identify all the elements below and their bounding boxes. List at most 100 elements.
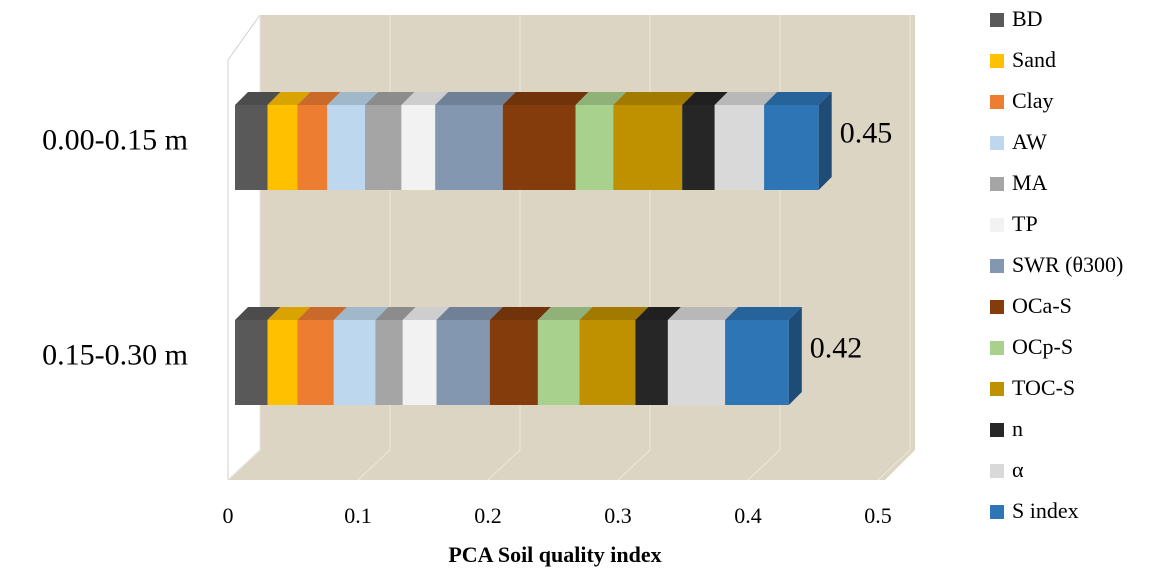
bar-top xyxy=(435,92,516,105)
bar-top xyxy=(375,307,416,320)
data-label: 0.45 xyxy=(840,116,893,149)
bar xyxy=(575,105,614,190)
bar xyxy=(579,320,636,405)
bar-top xyxy=(613,92,696,105)
bar-top xyxy=(365,92,415,105)
bar-top xyxy=(436,307,503,320)
bar xyxy=(401,105,436,190)
bar-side xyxy=(818,92,832,190)
x-tick-label: 0.4 xyxy=(734,503,762,528)
bar-top xyxy=(764,92,832,105)
bar xyxy=(725,320,789,405)
bar-top xyxy=(725,307,802,320)
bar-top xyxy=(333,307,389,320)
x-tick-label: 0.5 xyxy=(864,503,892,528)
bar xyxy=(667,320,726,405)
legend-label: n xyxy=(1012,416,1023,441)
legend-label: TOC-S xyxy=(1012,375,1075,400)
bar-top xyxy=(267,92,311,105)
bar xyxy=(333,320,376,405)
x-tick-label: 0 xyxy=(223,503,234,528)
legend-swatch xyxy=(990,259,1004,273)
legend-label: SWR (θ300) xyxy=(1012,252,1123,277)
legend-label: Clay xyxy=(1012,88,1054,113)
bar xyxy=(267,105,298,190)
grid-line xyxy=(877,449,911,481)
bar xyxy=(635,320,668,405)
legend-label: α xyxy=(1012,457,1024,482)
legend-swatch xyxy=(990,54,1004,68)
floor xyxy=(228,450,915,480)
bar xyxy=(297,320,334,405)
bar-top xyxy=(575,92,627,105)
legend-swatch xyxy=(990,341,1004,355)
grid-line xyxy=(357,449,391,481)
bar xyxy=(682,105,715,190)
bar-top xyxy=(682,92,728,105)
bar xyxy=(613,105,683,190)
legend-swatch xyxy=(990,95,1004,109)
legend-swatch xyxy=(990,300,1004,314)
bar-top xyxy=(579,307,649,320)
legend-swatch xyxy=(990,177,1004,191)
legend-swatch xyxy=(990,464,1004,478)
grid-line xyxy=(227,449,261,481)
grid-line xyxy=(487,449,521,481)
bar xyxy=(537,320,580,405)
bar xyxy=(327,105,365,190)
bar-top xyxy=(537,307,593,320)
legend-swatch xyxy=(990,218,1004,232)
legend-label: TP xyxy=(1012,211,1038,236)
bar-top xyxy=(489,307,551,320)
bar xyxy=(502,105,576,190)
bar xyxy=(235,320,268,405)
legend-swatch xyxy=(990,382,1004,396)
legend-swatch xyxy=(990,505,1004,519)
x-tick-label: 0.3 xyxy=(604,503,632,528)
bar xyxy=(375,320,403,405)
bar xyxy=(402,320,437,405)
grid-line xyxy=(747,449,781,481)
bar xyxy=(714,105,765,190)
bar xyxy=(436,320,490,405)
legend-label: OCa-S xyxy=(1012,293,1072,318)
bar-side xyxy=(788,307,802,405)
x-tick-label: 0.2 xyxy=(474,503,502,528)
legend-label: Sand xyxy=(1012,47,1056,72)
bar-top xyxy=(502,92,589,105)
bar xyxy=(235,105,268,190)
grid-line xyxy=(617,449,651,481)
bar-top xyxy=(327,92,378,105)
bar-top xyxy=(297,307,347,320)
legend-label: MA xyxy=(1012,170,1048,195)
bar-top xyxy=(402,307,450,320)
y-tick-label: 0.00-0.15 m xyxy=(42,123,188,156)
x-tick-label: 0.1 xyxy=(344,503,372,528)
x-axis-title: PCA Soil quality index xyxy=(448,542,661,567)
legend-label: S index xyxy=(1012,498,1079,523)
legend-label: OCp-S xyxy=(1012,334,1073,359)
legend-label: AW xyxy=(1012,129,1047,154)
bar-top xyxy=(667,307,739,320)
legend-swatch xyxy=(990,13,1004,27)
legend-swatch xyxy=(990,136,1004,150)
bar-top xyxy=(714,92,778,105)
legend-swatch xyxy=(990,423,1004,437)
bar xyxy=(267,320,298,405)
bar xyxy=(764,105,819,190)
bar-top xyxy=(235,92,281,105)
bar xyxy=(489,320,538,405)
side-wall-edge xyxy=(227,14,261,61)
bar-top xyxy=(267,307,311,320)
y-tick-label: 0.15-0.30 m xyxy=(42,338,188,371)
bar-top xyxy=(297,92,341,105)
bar xyxy=(435,105,503,190)
data-label: 0.42 xyxy=(810,331,863,364)
bar-top xyxy=(635,307,681,320)
legend-label: BD xyxy=(1012,6,1043,31)
bar xyxy=(365,105,402,190)
bar-top xyxy=(235,307,281,320)
bar-top xyxy=(401,92,449,105)
bar xyxy=(297,105,328,190)
